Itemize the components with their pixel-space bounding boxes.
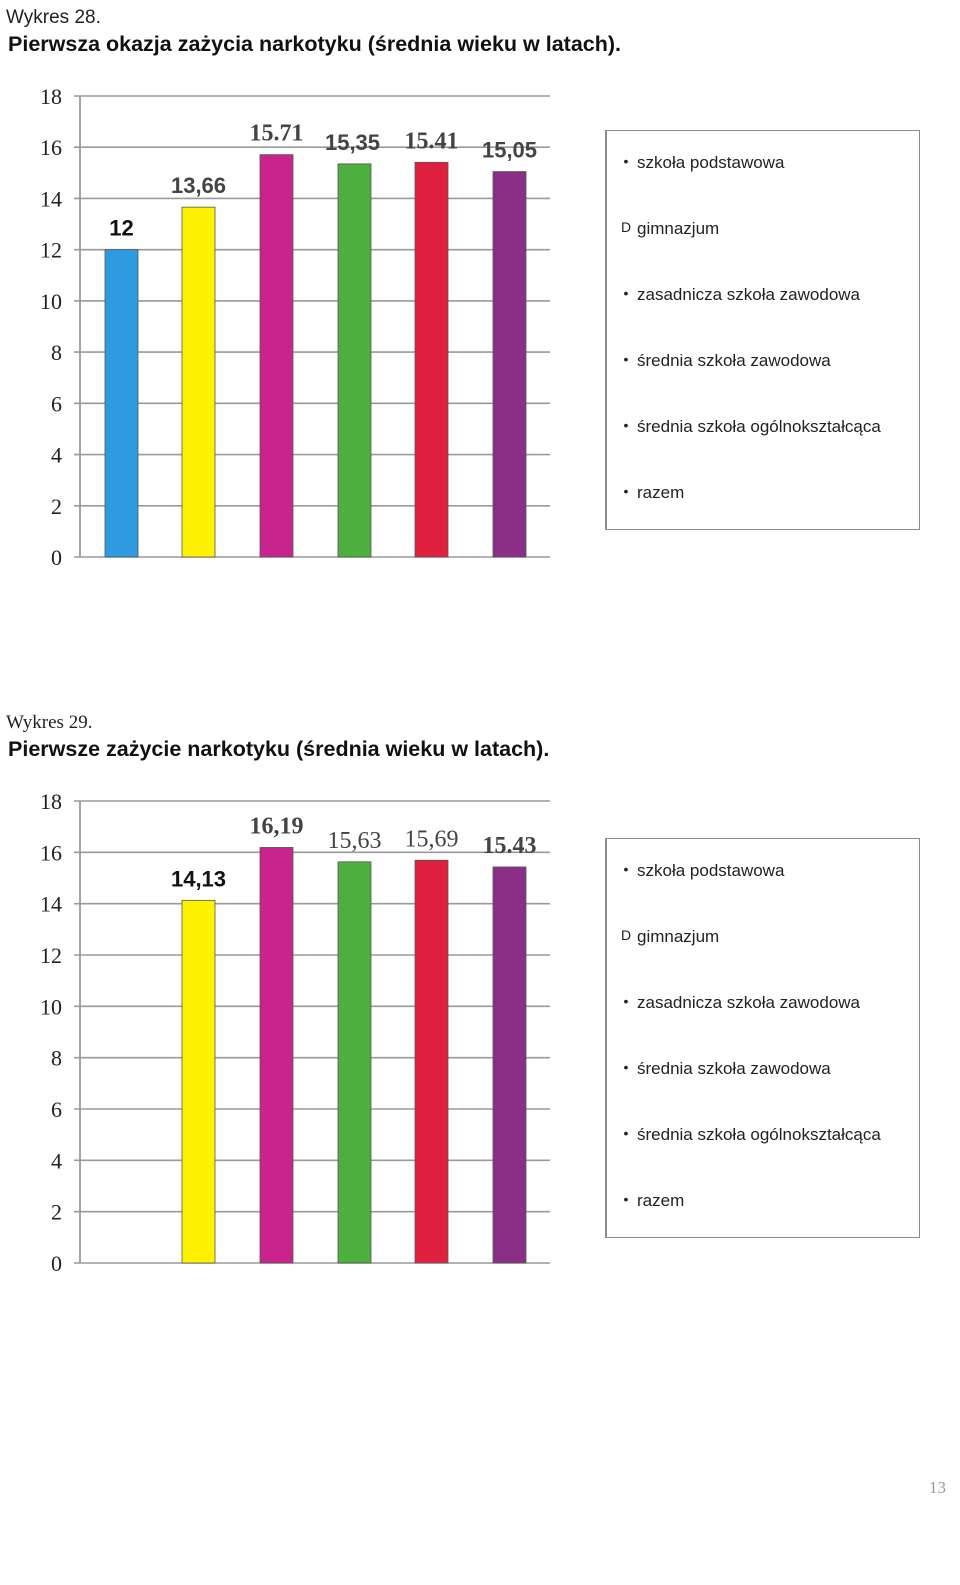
legend-marker: •	[623, 1191, 629, 1207]
legend-item: • razem	[619, 1191, 881, 1257]
chart-title: Pierwsza okazja zażycia narkotyku (średn…	[8, 32, 622, 56]
legend-label: razem	[637, 1191, 685, 1210]
chart-heading: Wykres 29.	[6, 712, 93, 733]
legend-label: zasadnicza szkoła zawodowa	[637, 993, 861, 1012]
chart-title: Pierwsze zażycie narkotyku (średnia wiek…	[8, 737, 550, 761]
y-tick-label: 8	[51, 1046, 62, 1071]
legend-label: zasadnicza szkoła zawodowa	[637, 285, 861, 304]
bar	[337, 163, 372, 558]
y-tick-label: 0	[51, 545, 62, 570]
plot-area: 0 2 4 6 8 10 12 14 16 18 12 13,66 15.71 15,35 15.41 15,…	[40, 84, 550, 570]
data-label: 15.71	[250, 121, 304, 147]
bar	[414, 859, 449, 1264]
legend-marker: •	[623, 483, 629, 499]
legend-label: gimnazjum	[637, 219, 720, 238]
legend-label: średnia szkoła zawodowa	[637, 351, 831, 370]
bar	[259, 847, 294, 1264]
legend-label: średnia szkoła ogólnokształcąca	[637, 417, 881, 436]
legend-label: razem	[637, 483, 685, 502]
bar	[492, 866, 527, 1264]
data-label: 15.41	[405, 128, 459, 154]
legend-item: • średnia szkoła zawodowa	[619, 351, 881, 417]
y-tick-label: 14	[40, 892, 62, 917]
bar	[414, 161, 449, 558]
chart-wykres-29: Wykres 29. Pierwsze zażycie narkotyku (ś…	[0, 706, 960, 1306]
data-label: 15,35	[325, 130, 380, 155]
data-label: 15,63	[328, 828, 382, 854]
y-tick-label: 0	[51, 1251, 62, 1276]
y-tick-label: 2	[51, 1200, 62, 1225]
y-tick-label: 4	[51, 443, 62, 468]
y-tick-label: 14	[40, 186, 62, 211]
y-tick-label: 8	[51, 340, 62, 365]
bar	[104, 249, 139, 558]
legend-marker: •	[623, 861, 629, 877]
legend-label: średnia szkoła zawodowa	[637, 1059, 831, 1078]
bar	[259, 154, 294, 558]
data-label: 15,05	[482, 138, 537, 163]
y-tick-label: 16	[40, 135, 62, 160]
bar	[492, 171, 527, 558]
legend-label: szkoła podstawowa	[637, 153, 785, 172]
legend-marker: •	[623, 285, 629, 301]
y-tick-label: 10	[40, 994, 62, 1019]
legend-item: • średnia szkoła zawodowa	[619, 1059, 881, 1125]
bar	[337, 861, 372, 1264]
y-tick-label: 12	[40, 238, 62, 263]
legend-label: gimnazjum	[637, 927, 720, 946]
y-tick-label: 4	[51, 1148, 62, 1173]
data-label: 12	[109, 216, 133, 241]
y-tick-label: 12	[40, 943, 62, 968]
data-label: 15.43	[483, 833, 537, 859]
legend-item: • średnia szkoła ogólnokształcąca	[619, 417, 881, 483]
bar	[181, 899, 216, 1264]
legend-item: • razem	[619, 483, 881, 549]
y-tick-label: 18	[40, 84, 62, 109]
y-tick-label: 16	[40, 840, 62, 865]
bar	[181, 206, 216, 558]
legend-item: • szkoła podstawowa	[619, 153, 881, 219]
legend-label: szkoła podstawowa	[637, 861, 785, 880]
legend-marker: D	[620, 927, 632, 943]
legend-item: • zasadnicza szkoła zawodowa	[619, 993, 881, 1059]
y-tick-label: 18	[40, 789, 62, 814]
chart-wykres-28: Wykres 28. Pierwsza okazja zażycia narko…	[0, 0, 960, 580]
legend-marker: D	[620, 219, 632, 235]
legend-marker: •	[623, 351, 629, 367]
data-label: 15,69	[405, 826, 459, 852]
legend-marker: •	[623, 993, 629, 1009]
legend-item: • szkoła podstawowa	[619, 861, 881, 927]
legend-item: • średnia szkoła ogólnokształcąca	[619, 1125, 881, 1191]
page-number: 13	[929, 1478, 946, 1497]
legend-marker: •	[623, 1125, 629, 1141]
plot-area: 0 2 4 6 8 10 12 14 16 18 14,13 16,19 15,63 15,69 15.43	[40, 789, 550, 1276]
data-label: 14,13	[171, 866, 226, 891]
legend-label: średnia szkoła ogólnokształcąca	[637, 1125, 881, 1144]
y-tick-label: 10	[40, 289, 62, 314]
y-tick-label: 6	[51, 1097, 62, 1122]
y-tick-label: 2	[51, 494, 62, 519]
y-tick-label: 6	[51, 391, 62, 416]
chart-heading: Wykres 28.	[6, 7, 101, 28]
legend-marker: •	[623, 417, 629, 433]
data-label: 13,66	[171, 173, 226, 198]
legend-marker: •	[623, 153, 629, 169]
data-label: 16,19	[250, 813, 304, 839]
legend-item: • zasadnicza szkoła zawodowa	[619, 285, 881, 351]
legend-marker: •	[623, 1059, 629, 1075]
